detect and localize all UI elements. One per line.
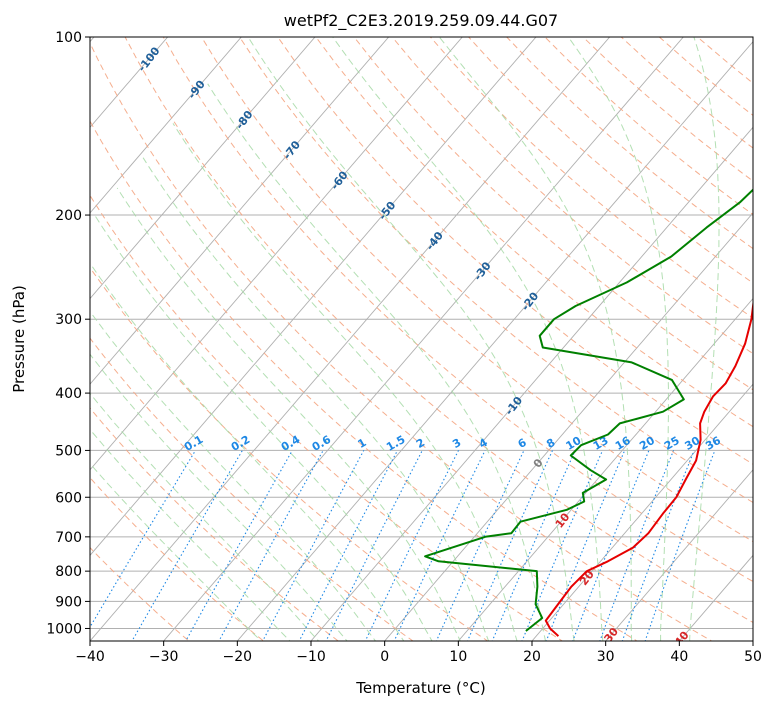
x-tick-label: 50 (744, 649, 762, 665)
moist-adiabat (94, 214, 433, 641)
isotherm-line (90, 37, 537, 557)
x-tick-label: 0 (380, 649, 389, 665)
dry-adiabat (124, 37, 753, 623)
moist-adiabat (689, 37, 720, 641)
moist-adiabat (142, 157, 490, 641)
dry-adiabat (391, 37, 753, 355)
mixing-ratio-line (545, 450, 626, 641)
y-tick-label: 300 (55, 312, 82, 328)
mixing-ratio-line (262, 450, 365, 641)
dry-adiabat (90, 337, 414, 641)
isotherm-line (90, 37, 242, 214)
moist-adiabat (116, 187, 461, 641)
x-axis: −40 −30 −20 −10 0 10 20 30 40 50 (75, 641, 762, 665)
y-tick-label: 800 (55, 564, 82, 580)
isotherm-line (310, 126, 753, 641)
mixing-ratio-line (521, 450, 604, 641)
isotherm-line (90, 37, 390, 385)
moist-adiabat (332, 37, 604, 641)
y-tick-label: 600 (55, 490, 82, 506)
moist-adiabat (90, 392, 320, 641)
temperature-line (544, 298, 753, 637)
dry-adiabat (277, 37, 753, 465)
isotherm-line (236, 40, 753, 641)
moist-adiabat (90, 310, 377, 641)
dry-adiabat (90, 42, 713, 641)
isotherm-line (90, 37, 463, 471)
isotherm-line (163, 37, 684, 641)
moist-adiabat (90, 262, 405, 641)
isotherm-line (90, 37, 611, 641)
moist-adiabat (207, 83, 547, 641)
x-tick-label: 30 (597, 649, 615, 665)
dry-adiabat (239, 37, 753, 504)
x-tick-label: −30 (149, 649, 179, 665)
x-tick-label: −10 (296, 649, 326, 665)
isotherm-line (531, 383, 753, 641)
isotherm-line (90, 37, 316, 300)
x-tick-label: 10 (449, 649, 467, 665)
moist-adiabat (90, 428, 291, 641)
moist-adiabat (438, 37, 633, 641)
chart-title: wetPf2_C2E3.2019.259.09.44.G07 (284, 11, 558, 31)
mixing-ratio-line (131, 450, 243, 641)
x-tick-label: 20 (523, 649, 541, 665)
moist-adiabat (172, 123, 518, 641)
y-tick-label: 500 (55, 443, 82, 459)
dry-adiabat (90, 194, 564, 641)
moist-adiabat (90, 353, 348, 641)
mixing-ratio-line (185, 450, 293, 641)
dewpoint-line (424, 188, 753, 632)
plot-frame (89, 36, 754, 642)
x-tick-label: 40 (670, 649, 688, 665)
x-tick-label: −20 (223, 649, 253, 665)
mixing-ratio-line (393, 450, 486, 641)
y-axis: 100 200 300 400 500 600 700 800 900 1000 (46, 30, 90, 637)
moist-adiabat (567, 37, 669, 641)
background-lines (90, 37, 753, 641)
dry-adiabat (90, 266, 489, 641)
y-tick-label: 700 (55, 530, 82, 546)
mixing-ratio-line (466, 450, 554, 641)
dry-adiabat (90, 477, 265, 641)
mixing-ratio-line (90, 450, 196, 629)
moist-adiabat (90, 462, 262, 641)
isotherm-line (605, 469, 753, 641)
moist-adiabat (247, 37, 575, 641)
x-tick-label: −40 (75, 649, 105, 665)
mixing-ratio-line (218, 450, 324, 641)
dry-adiabat (430, 37, 753, 319)
dry-adiabat (90, 120, 638, 641)
mixing-ratio-line (491, 450, 576, 641)
y-tick-label: 200 (55, 208, 82, 224)
dry-adiabat (90, 407, 340, 641)
series-layer (424, 188, 753, 637)
mixing-ratio-line (364, 450, 459, 641)
y-tick-label: 900 (55, 594, 82, 610)
y-axis-label: Pressure (hPa) (10, 285, 28, 393)
isotherm-line (457, 297, 753, 641)
isotherm-line (384, 212, 753, 641)
y-tick-label: 1000 (46, 621, 82, 637)
plot-background (90, 37, 753, 641)
y-tick-label: 100 (55, 30, 82, 46)
dry-adiabat (90, 546, 190, 641)
dry-adiabat (201, 37, 753, 543)
mixing-ratio-line (644, 450, 716, 641)
dry-adiabat (162, 37, 753, 583)
x-axis-label: Temperature (°C) (355, 679, 485, 697)
y-tick-label: 400 (55, 386, 82, 402)
